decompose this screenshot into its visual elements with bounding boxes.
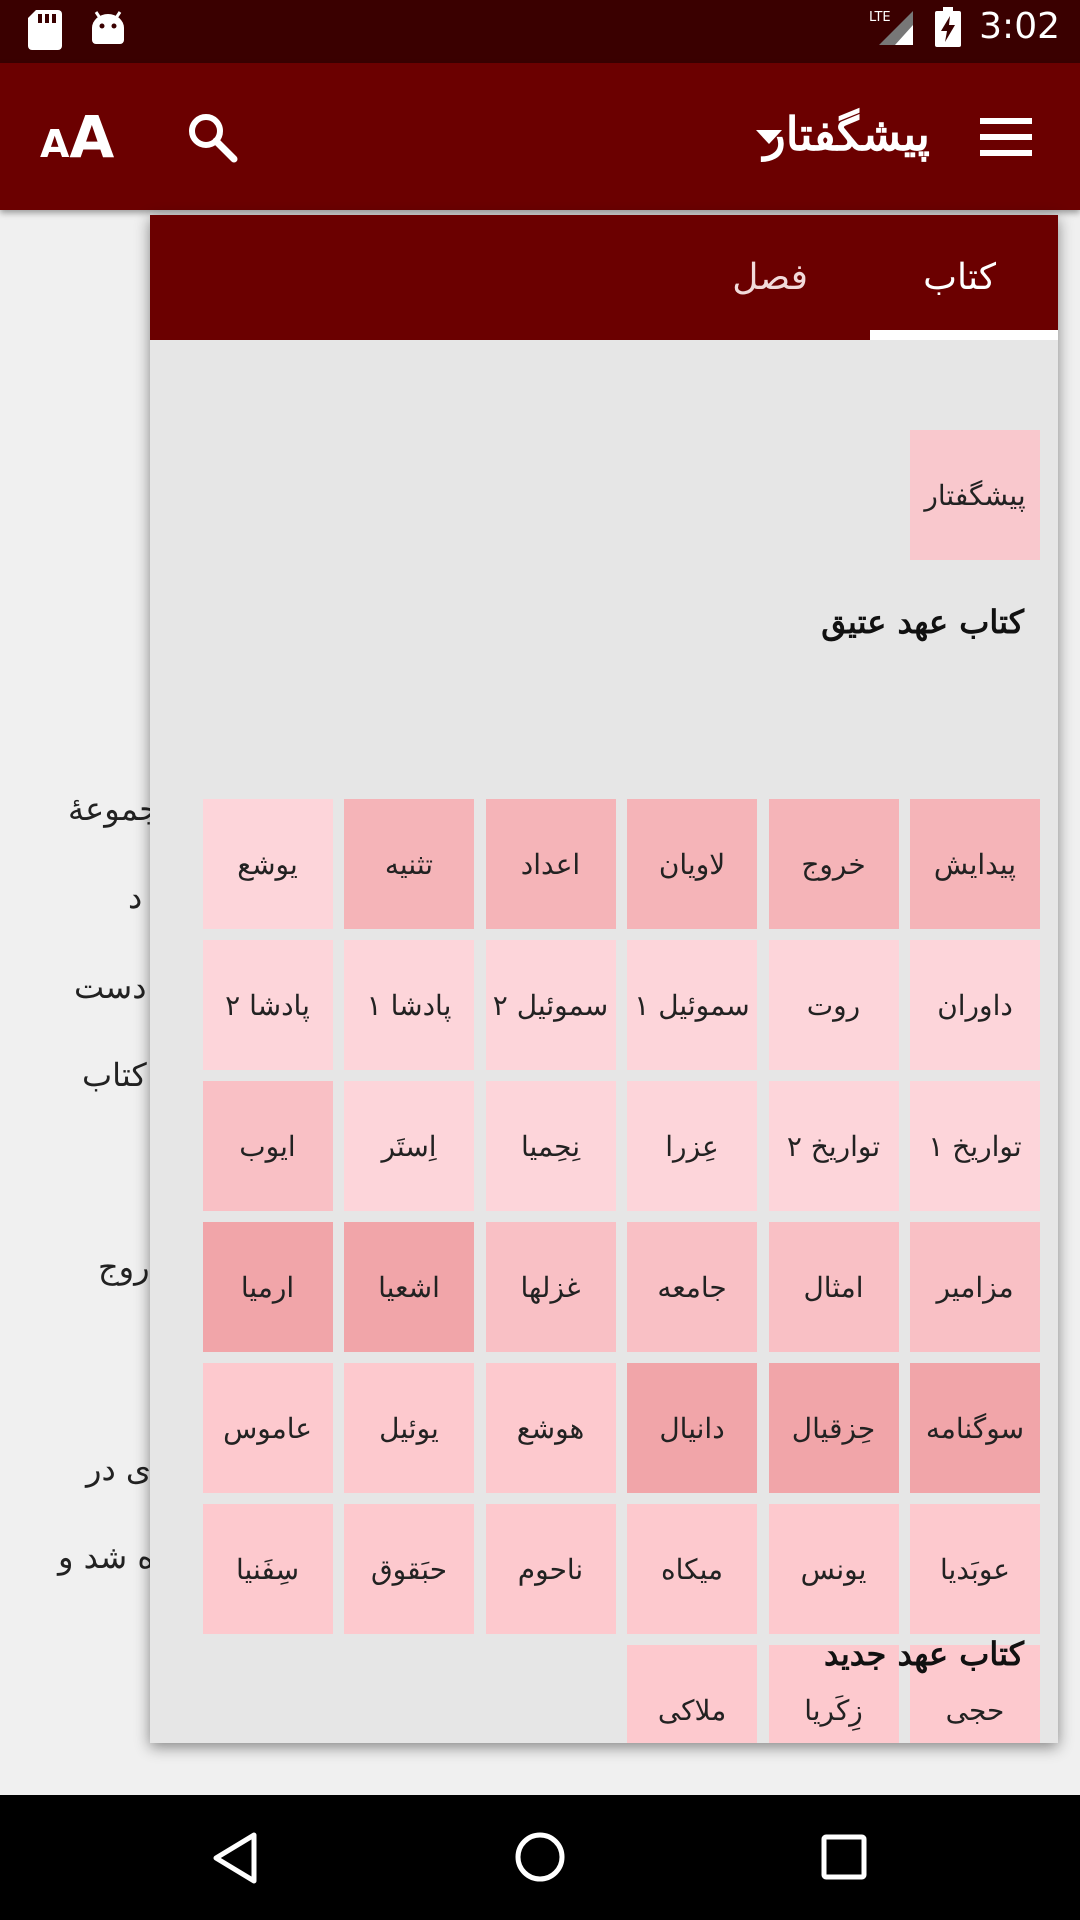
home-icon[interactable]: [513, 1830, 567, 1884]
book-cell[interactable]: پیدایش: [910, 799, 1040, 929]
book-cell[interactable]: سموئیل ۲: [485, 940, 616, 1070]
battery-charging-icon: [935, 6, 962, 47]
status-time: 3:02: [979, 6, 1060, 47]
book-cell[interactable]: یوشع: [202, 799, 333, 929]
search-icon[interactable]: [186, 111, 238, 163]
book-cell[interactable]: ناحوم: [485, 1504, 616, 1634]
book-cell[interactable]: حبَقوق: [344, 1504, 474, 1634]
book-cell[interactable]: پادشا ۲: [202, 940, 333, 1070]
book-cell[interactable]: تثنیه: [344, 799, 474, 929]
book-cell[interactable]: عِزرا: [627, 1081, 757, 1211]
book-cell[interactable]: حجی: [910, 1645, 1040, 1743]
android-icon: [92, 11, 124, 44]
app-bar: AA پیشگفتار: [0, 63, 1080, 210]
menu-icon[interactable]: [980, 118, 1032, 156]
book-cell[interactable]: روت: [768, 940, 899, 1070]
book-cell[interactable]: نِحِمیا: [485, 1081, 616, 1211]
bg-line: ی در: [86, 1450, 151, 1488]
book-picker-popup: کتاب فصل پیشگفتار کتاب عهد عتیق پیدایش خروج…: [150, 215, 1058, 1743]
book-cell[interactable]: مزامیر: [910, 1222, 1040, 1352]
book-cell[interactable]: میکاه: [627, 1504, 757, 1634]
book-cell[interactable]: یونس: [768, 1504, 899, 1634]
bg-line: د: [128, 878, 143, 916]
book-cell[interactable]: ارمیا: [202, 1222, 333, 1352]
book-cell[interactable]: سوگنامه: [910, 1363, 1040, 1493]
recents-icon[interactable]: [820, 1833, 868, 1881]
book-cell[interactable]: سِفَنیا: [202, 1504, 333, 1634]
navigation-bar: [0, 1795, 1080, 1920]
book-cell[interactable]: اعداد: [485, 799, 616, 929]
book-cell[interactable]: خروج: [768, 799, 899, 929]
status-bar: LTE 3:02: [0, 0, 1080, 63]
book-selector-title[interactable]: پیشگفتار: [763, 107, 930, 161]
book-cell[interactable]: امثال: [768, 1222, 899, 1352]
font-size-icon[interactable]: AA: [40, 103, 115, 171]
book-cell[interactable]: عوبَدیا: [910, 1504, 1040, 1634]
bg-line: دست: [74, 968, 147, 1006]
book-cell[interactable]: ملاکی: [627, 1645, 757, 1743]
book-cell[interactable]: اِستَر: [344, 1081, 474, 1211]
sd-card-icon: [28, 10, 62, 50]
back-icon[interactable]: [210, 1831, 260, 1885]
book-cell[interactable]: پادشا ۱: [344, 940, 474, 1070]
book-cell[interactable]: داوران: [910, 940, 1040, 1070]
bg-line: روج: [98, 1248, 150, 1286]
book-cell[interactable]: یوئیل: [344, 1363, 474, 1493]
book-cell[interactable]: لاویان: [627, 799, 757, 929]
book-cell[interactable]: پیشگفتار: [910, 430, 1040, 560]
book-cell[interactable]: زِکَریا: [768, 1645, 899, 1743]
signal-icon: LTE: [869, 10, 914, 45]
tab-book[interactable]: کتاب: [923, 257, 996, 298]
bg-line: ه شد و: [58, 1538, 155, 1576]
book-cell[interactable]: اشعیا: [344, 1222, 474, 1352]
book-cell[interactable]: سموئیل ۱: [627, 940, 757, 1070]
book-cell[interactable]: ایوب: [202, 1081, 333, 1211]
book-cell[interactable]: غزلها: [485, 1222, 616, 1352]
book-cell[interactable]: تواریخ ۱: [910, 1081, 1040, 1211]
book-cell[interactable]: تواریخ ۲: [768, 1081, 899, 1211]
book-cell[interactable]: هوشع: [485, 1363, 616, 1493]
tab-indicator: [870, 330, 1058, 340]
chevron-down-icon[interactable]: [756, 130, 782, 144]
bg-line: جموعهٔ: [68, 790, 160, 828]
section-title: کتاب عهد عتیق: [821, 603, 1024, 641]
bg-line: کتاب: [82, 1056, 147, 1094]
svg-text:LTE: LTE: [869, 10, 891, 25]
tab-chapter[interactable]: فصل: [732, 257, 808, 298]
book-cell[interactable]: حِزقیال: [768, 1363, 899, 1493]
book-cell[interactable]: دانیال: [627, 1363, 757, 1493]
book-cell[interactable]: جامعه: [627, 1222, 757, 1352]
book-cell[interactable]: عاموس: [202, 1363, 333, 1493]
popup-tab-bar: کتاب فصل: [150, 215, 1058, 340]
section-title: کتاب عهد جدید: [824, 1635, 1024, 1673]
